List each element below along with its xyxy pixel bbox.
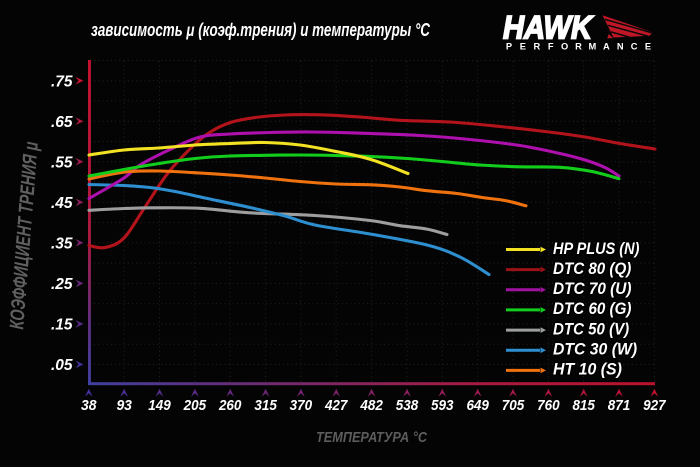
svg-text:927: 927 bbox=[643, 397, 666, 414]
svg-text:HAWK: HAWK bbox=[503, 10, 595, 46]
svg-text:N: N bbox=[617, 41, 624, 51]
svg-text:93: 93 bbox=[116, 397, 132, 414]
svg-text:.45: .45 bbox=[51, 195, 73, 212]
svg-text:482: 482 bbox=[359, 397, 383, 414]
svg-text:260: 260 bbox=[218, 397, 242, 414]
svg-text:E: E bbox=[645, 41, 651, 51]
svg-text:649: 649 bbox=[466, 397, 489, 414]
svg-text:.55: .55 bbox=[51, 154, 73, 171]
svg-text:.25: .25 bbox=[51, 276, 73, 293]
svg-text:427: 427 bbox=[324, 397, 348, 414]
svg-text:O: O bbox=[561, 41, 568, 51]
svg-text:КОЭФФИЦИЕНТ ТРЕНИЯ μ: КОЭФФИЦИЕНТ ТРЕНИЯ μ bbox=[6, 141, 43, 330]
svg-text:R: R bbox=[575, 41, 582, 51]
svg-text:593: 593 bbox=[431, 397, 454, 414]
svg-text:205: 205 bbox=[183, 397, 207, 414]
svg-text:A: A bbox=[603, 41, 610, 51]
svg-text:R: R bbox=[533, 41, 540, 51]
svg-text:зависимость μ (коэф.трения) и: зависимость μ (коэф.трения) и температур… bbox=[91, 20, 431, 40]
svg-text:705: 705 bbox=[502, 397, 525, 414]
svg-text:DTC 30 (W): DTC 30 (W) bbox=[553, 341, 638, 359]
svg-text:DTC 70 (U): DTC 70 (U) bbox=[553, 280, 632, 298]
svg-text:.75: .75 bbox=[51, 73, 73, 90]
svg-text:315: 315 bbox=[254, 397, 277, 414]
svg-text:DTC 60 (G): DTC 60 (G) bbox=[553, 300, 632, 318]
svg-text:HT 10 (S): HT 10 (S) bbox=[553, 361, 622, 379]
svg-text:.35: .35 bbox=[51, 235, 73, 252]
svg-text:.15: .15 bbox=[51, 317, 73, 334]
svg-text:ТЕМПЕРАТУРА °C: ТЕМПЕРАТУРА °C bbox=[316, 429, 428, 446]
svg-text:HP PLUS (N): HP PLUS (N) bbox=[553, 240, 640, 258]
svg-text:E: E bbox=[520, 41, 526, 51]
svg-text:370: 370 bbox=[290, 397, 313, 414]
svg-text:760: 760 bbox=[537, 397, 560, 414]
svg-text:DTC 50 (V): DTC 50 (V) bbox=[553, 320, 630, 338]
svg-text:871: 871 bbox=[608, 397, 631, 414]
svg-text:38: 38 bbox=[81, 397, 97, 414]
svg-text:.65: .65 bbox=[51, 114, 73, 131]
svg-text:C: C bbox=[631, 41, 638, 51]
svg-text:P: P bbox=[506, 41, 512, 51]
svg-text:815: 815 bbox=[572, 397, 595, 414]
svg-text:538: 538 bbox=[396, 397, 419, 414]
svg-text:.05: .05 bbox=[51, 357, 73, 374]
svg-text:149: 149 bbox=[148, 397, 171, 414]
svg-text:M: M bbox=[589, 41, 597, 51]
svg-text:DTC 80 (Q): DTC 80 (Q) bbox=[553, 260, 632, 278]
svg-text:F: F bbox=[548, 41, 554, 51]
